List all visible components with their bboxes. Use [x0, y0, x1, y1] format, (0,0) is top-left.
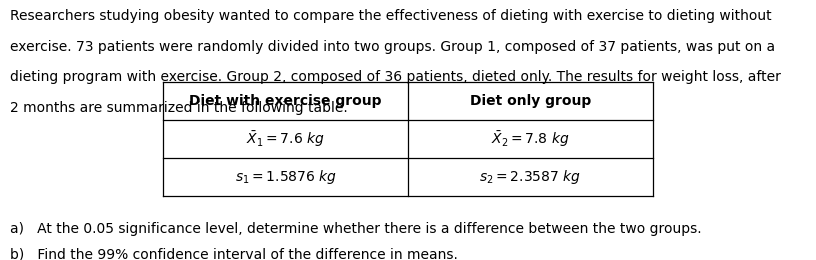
Text: Diet with exercise group: Diet with exercise group	[189, 94, 382, 108]
Text: $\bar{X}_1 = 7.6\ kg$: $\bar{X}_1 = 7.6\ kg$	[246, 129, 325, 149]
Text: $\bar{X}_2 = 7.8\ kg$: $\bar{X}_2 = 7.8\ kg$	[491, 129, 570, 149]
Text: $s_1 = 1.5876\ kg$: $s_1 = 1.5876\ kg$	[234, 168, 337, 186]
Text: 2 months are summarized in the following table.: 2 months are summarized in the following…	[10, 101, 348, 115]
Text: exercise. 73 patients were randomly divided into two groups. Group 1, composed o: exercise. 73 patients were randomly divi…	[10, 40, 775, 54]
Text: Diet only group: Diet only group	[470, 94, 591, 108]
Text: Researchers studying obesity wanted to compare the effectiveness of dieting with: Researchers studying obesity wanted to c…	[10, 9, 771, 23]
Text: a)   At the 0.05 significance level, determine whether there is a difference bet: a) At the 0.05 significance level, deter…	[10, 222, 702, 236]
Text: $s_2 = 2.3587\ kg$: $s_2 = 2.3587\ kg$	[479, 168, 582, 186]
Text: b)   Find the 99% confidence interval of the difference in means.: b) Find the 99% confidence interval of t…	[10, 248, 458, 260]
Text: dieting program with exercise. Group 2, composed of 36 patients, dieted only. Th: dieting program with exercise. Group 2, …	[10, 70, 781, 84]
